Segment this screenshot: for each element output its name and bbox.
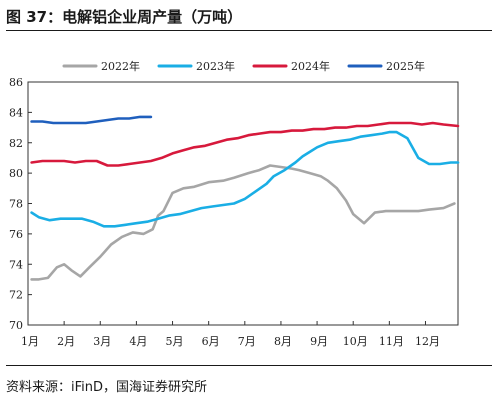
chart-axes: 70 72 74 76 78 80 82 84 86 1月 2月 3月 4月 5月 6月 7月 8月 9月 10月 1…: [9, 76, 459, 348]
plot-frame: [27, 81, 459, 326]
title-divider: [6, 30, 492, 31]
x-tick-label: 4月: [129, 335, 147, 348]
y-tick-label: 78: [9, 198, 23, 211]
y-tick-label: 74: [9, 258, 23, 271]
series-line-2: [30, 130, 460, 228]
y-tick-label: 76: [9, 228, 23, 241]
chart-series: [30, 115, 460, 281]
x-tick-label: 5月: [166, 335, 184, 348]
y-tick-label: 70: [9, 319, 23, 332]
x-tick-label: 9月: [310, 335, 328, 348]
x-tick-label: 7月: [238, 335, 256, 348]
figure-title: 图 37：电解铝企业周产量（万吨）: [6, 8, 243, 26]
series-line-3: [30, 121, 460, 167]
legend-label-2: 2023年: [196, 59, 235, 73]
x-tick-label: 11月: [379, 335, 404, 348]
y-tick-label: 80: [9, 167, 23, 180]
series-line-1: [30, 164, 456, 281]
source-divider: [6, 365, 492, 366]
x-tick-label: 2月: [57, 335, 75, 348]
legend-label-4: 2025年: [386, 59, 425, 73]
legend-label-3: 2024年: [291, 59, 330, 73]
y-tick-label: 82: [9, 137, 23, 150]
x-tick-label: 10月: [343, 335, 368, 348]
chart-legend: 2022年 2023年 2024年 2025年: [62, 59, 425, 73]
x-tick-label: 6月: [202, 335, 220, 348]
legend-label-1: 2022年: [101, 59, 140, 73]
series-line-4: [30, 115, 153, 125]
y-tick-label: 86: [9, 76, 23, 89]
x-tick-label: 12月: [415, 335, 440, 348]
y-tick-label: 72: [9, 289, 23, 302]
x-tick-label: 1月: [21, 335, 39, 348]
x-tick-label: 8月: [274, 335, 292, 348]
source-note: 资料来源：iFinD，国海证券研究所: [6, 380, 208, 395]
y-tick-label: 84: [9, 106, 23, 119]
x-tick-label: 3月: [93, 335, 111, 348]
